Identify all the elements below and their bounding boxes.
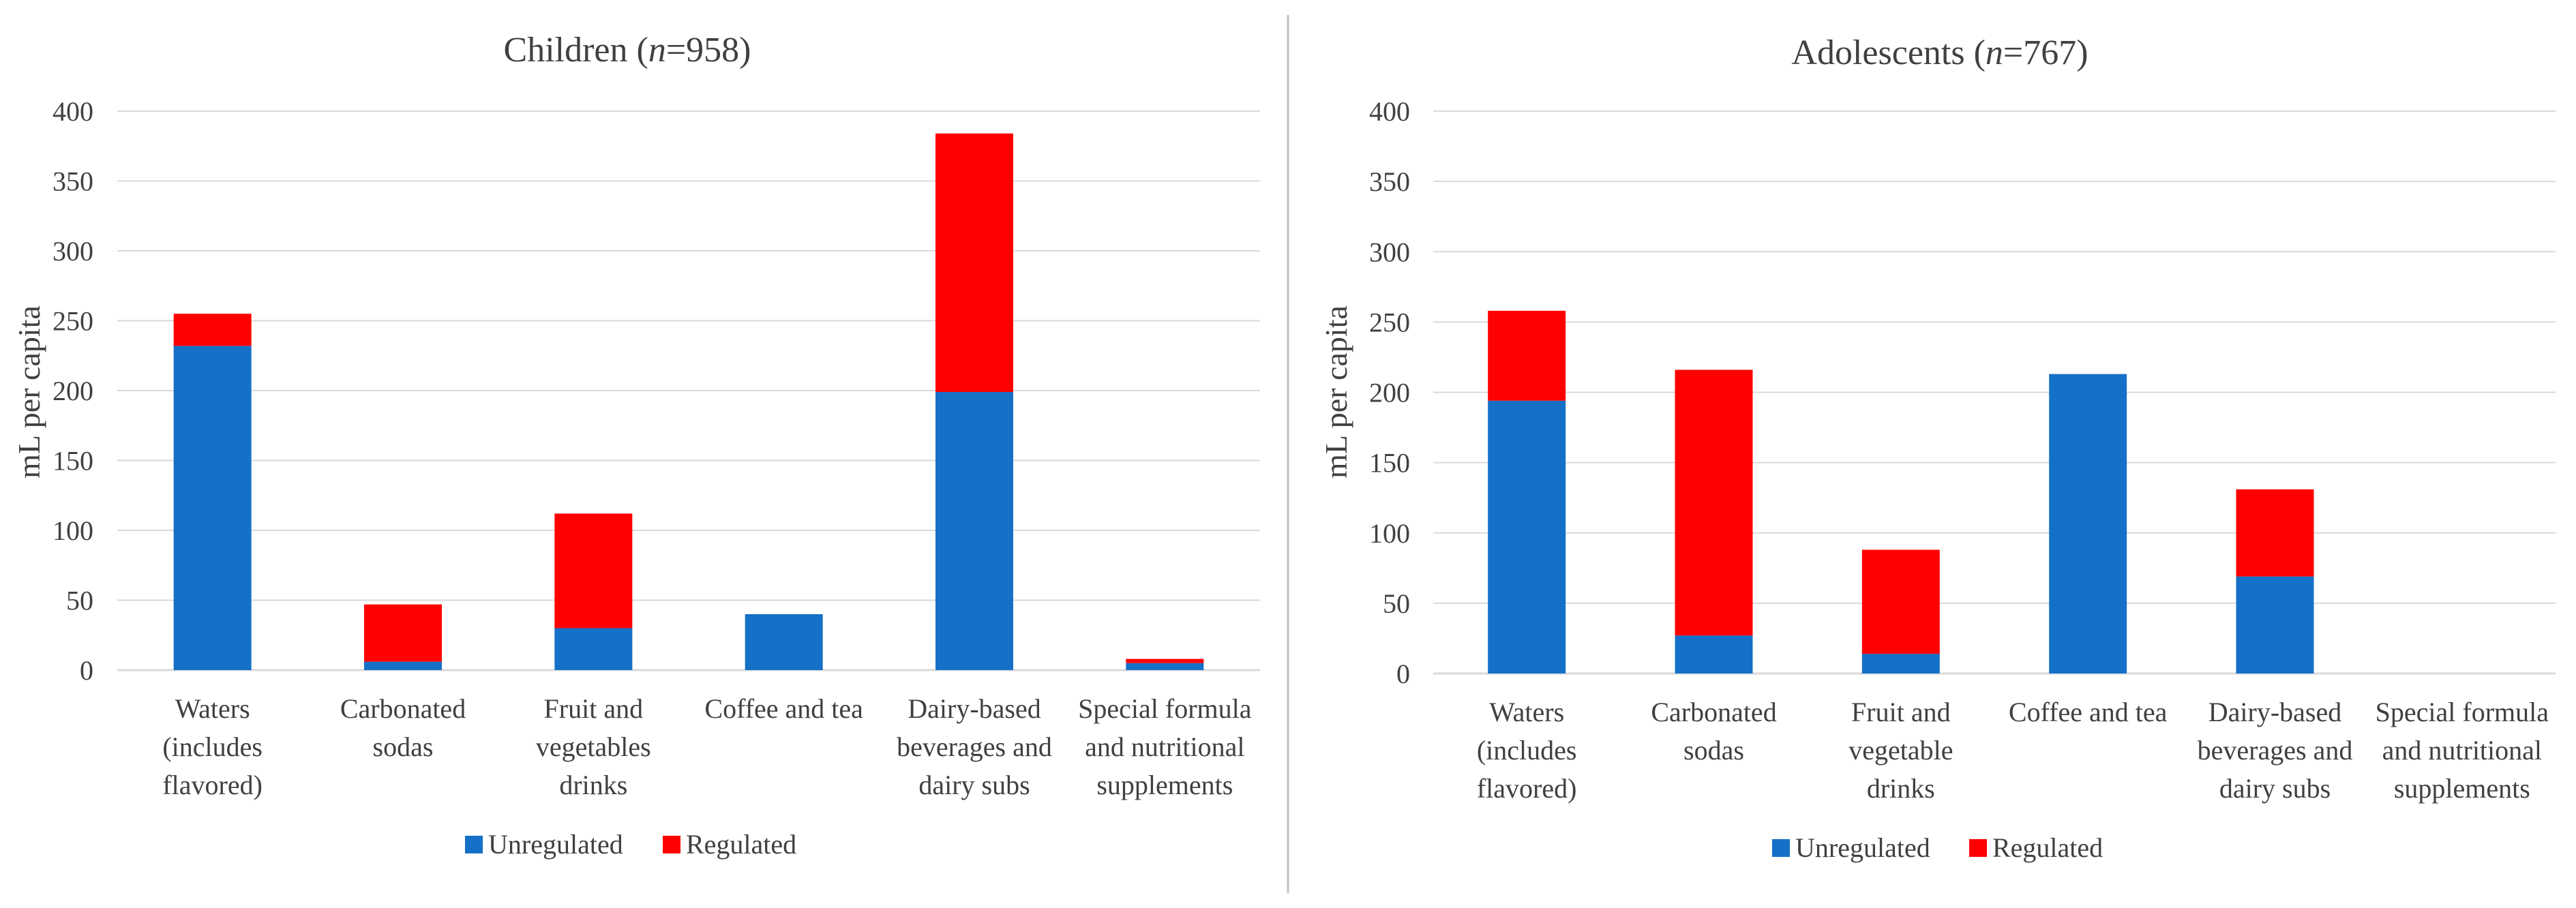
chart-title: Children (n=958) [504, 31, 751, 70]
x-tick-label: Dairy-based beverages and dairy subs [2198, 697, 2353, 804]
x-tick-label: Fruit and vegetables drinks [536, 693, 651, 800]
chart-children: Children (n=958) mL per capita 0 50 100 150… [12, 31, 1260, 860]
y-tick-label: 100 [53, 515, 93, 546]
bar-regulated [1675, 369, 1753, 636]
legend-label-unregulated: Unregulated [488, 829, 623, 860]
bar-regulated [173, 314, 252, 346]
bar-unregulated [745, 614, 823, 670]
legend: Unregulated Regulated [465, 829, 796, 860]
legend-swatch-regulated [1969, 839, 1987, 857]
x-tick-label: Dairy-based beverages and dairy subs [897, 693, 1052, 800]
y-axis-label: mL per capita [1319, 305, 1353, 479]
y-axis-ticks: 0 50 100 150 200 250 300 350 400 [53, 96, 93, 686]
y-tick-label: 50 [66, 586, 93, 616]
chart-title-prefix: Children ( [504, 31, 648, 70]
bar-unregulated [364, 661, 442, 670]
legend-label-unregulated: Unregulated [1795, 832, 1930, 863]
bar-regulated [2236, 489, 2314, 577]
y-tick-label: 200 [53, 376, 93, 406]
bars [173, 133, 1204, 670]
y-tick-label: 200 [1369, 378, 1410, 408]
x-tick-label: Carbonated sodas [340, 693, 466, 762]
chart-title-prefix: Adolescents ( [1791, 33, 1985, 72]
bar-regulated [554, 513, 633, 629]
bar-unregulated [1861, 654, 1940, 674]
y-tick-label: 150 [53, 446, 93, 476]
y-tick-label: 400 [1369, 96, 1410, 127]
x-tick-label: Waters (includes flavored) [162, 693, 263, 800]
bars [1488, 310, 2314, 674]
x-tick-label: Coffee and tea [2009, 697, 2168, 727]
chart-title-n-value: =958 [666, 31, 739, 70]
y-axis-label: mL per capita [12, 305, 46, 479]
chart-title-suffix: ) [739, 31, 751, 70]
x-tick-label: Fruit and vegetable drinks [1848, 697, 1953, 804]
y-tick-label: 300 [1369, 237, 1410, 267]
bar-unregulated [554, 628, 633, 670]
x-tick-label: Special formula and nutritional supplement… [1078, 693, 1252, 800]
bar-regulated [935, 133, 1013, 393]
bar-regulated [1861, 549, 1940, 654]
x-tick-label: Waters (includes flavored) [1477, 697, 1577, 804]
y-tick-label: 50 [1383, 588, 1410, 619]
y-tick-label: 0 [1396, 659, 1410, 689]
y-tick-label: 350 [1369, 166, 1410, 197]
bar-unregulated [2236, 576, 2314, 674]
chart-title-suffix: ) [2076, 33, 2088, 72]
bar-unregulated [1675, 635, 1753, 674]
y-tick-label: 250 [53, 306, 93, 337]
bar-unregulated [935, 392, 1013, 670]
legend-swatch-unregulated [1772, 839, 1790, 857]
x-axis-ticks: Waters (includes flavored) Carbonated sodas F… [1477, 697, 2549, 804]
bar-regulated [1488, 310, 1566, 401]
legend: Unregulated Regulated [1772, 832, 2103, 863]
y-tick-label: 250 [1369, 307, 1410, 337]
y-axis-ticks: 0 50 100 150 200 250 300 350 400 [1369, 96, 1410, 689]
chart-title-n-symbol: n [1986, 33, 2003, 72]
x-tick-label: Special formula and nutritional supplement… [2376, 697, 2549, 804]
y-tick-label: 350 [53, 166, 93, 197]
bar-regulated [1126, 659, 1204, 663]
legend-swatch-unregulated [465, 836, 483, 853]
y-tick-label: 300 [53, 236, 93, 267]
x-axis-ticks: Waters (includes flavored) Carbonated sodas F… [162, 693, 1251, 800]
chart-title-n-symbol: n [648, 31, 666, 70]
gridlines [1433, 110, 2556, 675]
chart-title-n-value: =767 [2003, 33, 2076, 72]
legend-label-regulated: Regulated [686, 829, 796, 860]
chart-title: Adolescents (n=767) [1791, 33, 2088, 72]
x-tick-label: Coffee and tea [704, 693, 863, 724]
bar-unregulated [173, 346, 252, 670]
bar-unregulated [2049, 374, 2127, 674]
gridlines [117, 110, 1260, 671]
chart-adolescents: Adolescents (n=767) mL per capita 0 50 100… [1319, 33, 2556, 863]
y-tick-label: 150 [1369, 448, 1410, 479]
y-tick-label: 0 [80, 655, 93, 686]
y-tick-label: 400 [53, 96, 93, 127]
x-tick-label: Carbonated sodas [1651, 697, 1776, 766]
legend-label-regulated: Regulated [1992, 832, 2103, 863]
bar-regulated [364, 604, 442, 662]
bar-unregulated [1126, 663, 1204, 670]
y-tick-label: 100 [1369, 518, 1410, 549]
bar-unregulated [1488, 400, 1566, 674]
legend-swatch-regulated [663, 836, 680, 853]
